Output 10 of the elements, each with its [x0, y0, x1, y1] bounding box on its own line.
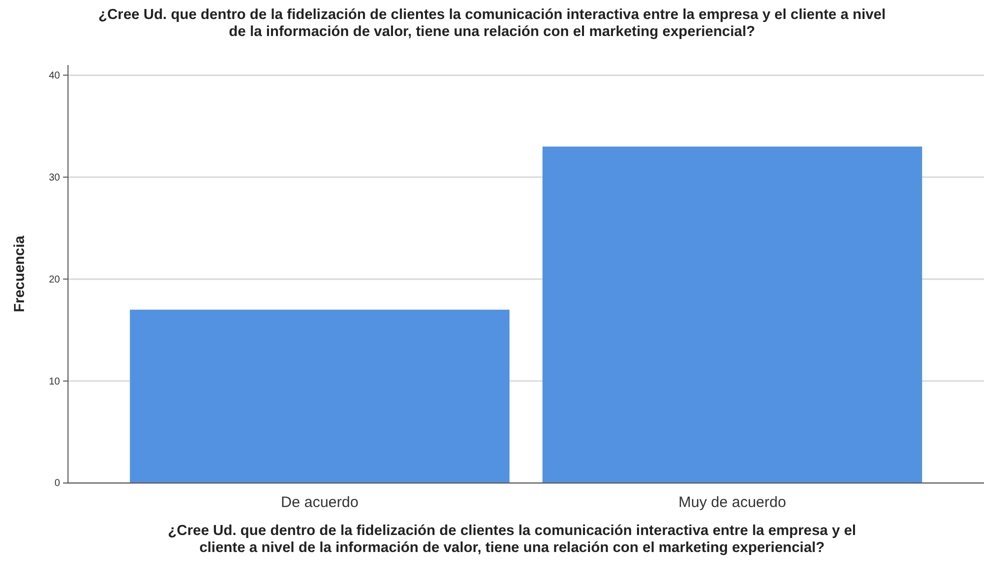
y-axis-title: Frecuencia: [12, 234, 28, 312]
y-tick-label: 30: [48, 172, 60, 184]
x-tick-label: Muy de acuerdo: [678, 494, 786, 511]
y-tick-label: 0: [54, 478, 60, 490]
x-tick-label: De acuerdo: [280, 494, 358, 511]
x-axis-title: ¿Cree Ud. que dentro de la fidelización de clientes la comunicación interactiva entre la empresa y el cliente a nivel de la información de valor, tiene una relación con el marketing experiencial?: [168, 523, 856, 556]
chart-title: ¿Cree Ud. que dentro de la fidelización de clientes la comunicación interactiva entre la empresa y el cliente a nivel de la información de valor, tiene una relación con el marketing experiencial?: [98, 7, 886, 40]
y-tick-label: 10: [48, 376, 60, 388]
y-tick-label: 40: [48, 70, 60, 82]
y-tick-label: 20: [48, 274, 60, 286]
